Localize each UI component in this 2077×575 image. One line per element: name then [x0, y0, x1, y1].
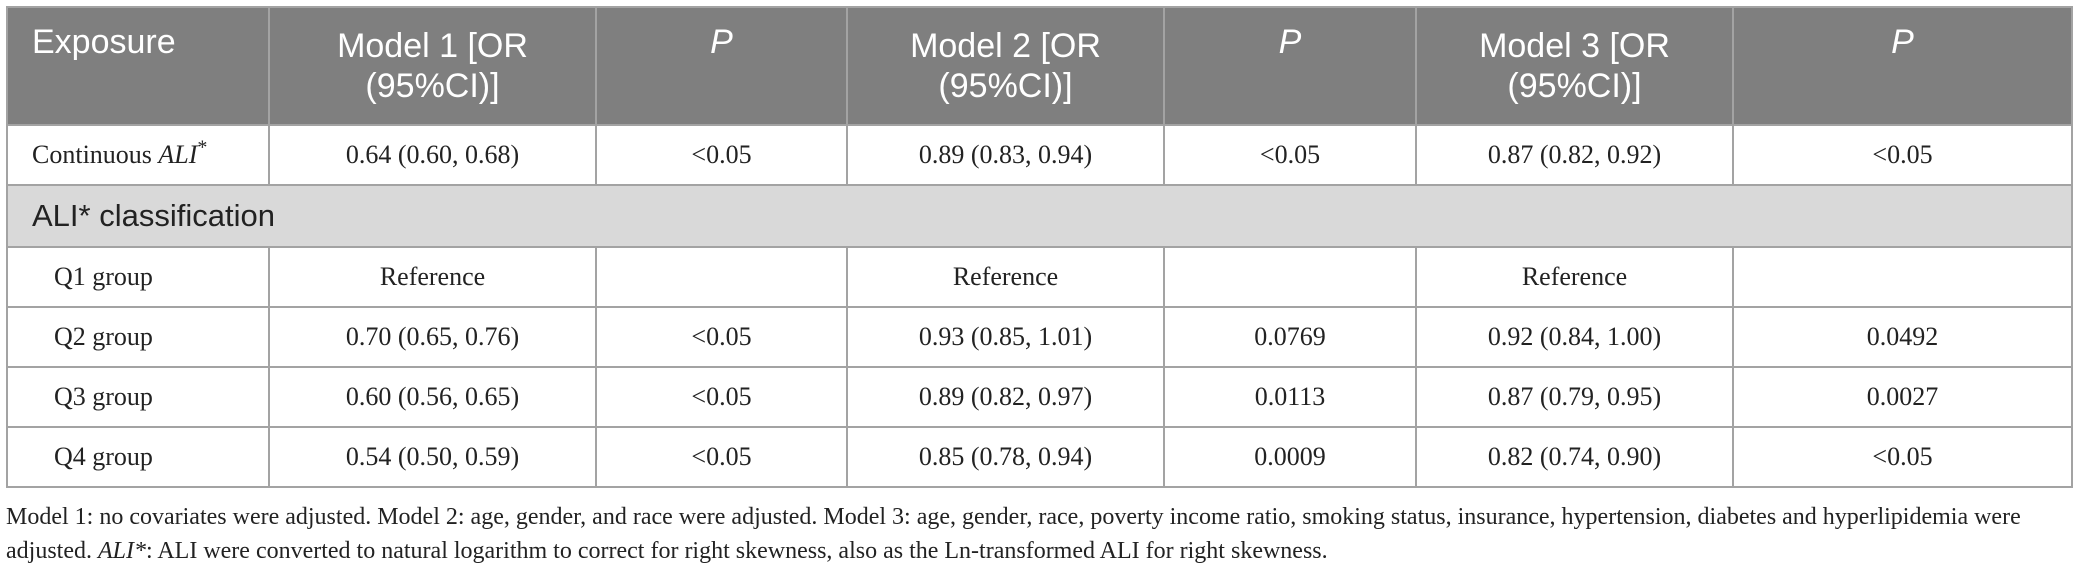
footnote-part2: : ALI were converted to natural logarith…: [145, 538, 1328, 564]
header-model3: Model 3 [OR (95%CI)]: [1415, 6, 1734, 126]
header-exposure: Exposure: [6, 6, 270, 126]
group-m2: 0.85 (0.78, 0.94): [846, 426, 1165, 488]
group-m3: 0.92 (0.84, 1.00): [1415, 306, 1734, 368]
results-table-container: Exposure Model 1 [OR (95%CI)] P Model 2 …: [6, 6, 2073, 568]
table-footnote: Model 1: no covariates were adjusted. Mo…: [6, 500, 2071, 568]
continuous-m3: 0.87 (0.82, 0.92): [1415, 124, 1734, 186]
group-p3: <0.05: [1732, 426, 2073, 488]
header-p1: P: [595, 6, 848, 126]
odds-ratio-table: Exposure Model 1 [OR (95%CI)] P Model 2 …: [6, 6, 2073, 488]
header-p2: P: [1163, 6, 1417, 126]
group-m1: 0.54 (0.50, 0.59): [268, 426, 597, 488]
group-p3: 0.0027: [1732, 366, 2073, 428]
continuous-row: Continuous ALI* 0.64 (0.60, 0.68) <0.05 …: [6, 124, 2073, 186]
header-p3: P: [1732, 6, 2073, 126]
footnote-part1: Model 1: no covariates were adjusted. Mo…: [6, 504, 2021, 564]
group-m2: Reference: [846, 246, 1165, 308]
group-p1: <0.05: [595, 426, 848, 488]
continuous-p3: <0.05: [1732, 124, 2073, 186]
continuous-p1: <0.05: [595, 124, 848, 186]
group-label: Q1 group: [6, 246, 270, 308]
group-label: Q3 group: [6, 366, 270, 428]
table-row: Q3 group 0.60 (0.56, 0.65) <0.05 0.89 (0…: [6, 366, 2073, 428]
group-m1: 0.70 (0.65, 0.76): [268, 306, 597, 368]
group-p2: [1163, 246, 1417, 308]
group-p2: 0.0113: [1163, 366, 1417, 428]
continuous-label-text: Continuous: [32, 140, 159, 169]
group-p1: [595, 246, 848, 308]
group-m1: Reference: [268, 246, 597, 308]
table-row: Q1 group Reference Reference Reference: [6, 246, 2073, 308]
group-p3: [1732, 246, 2073, 308]
table-row: Q2 group 0.70 (0.65, 0.76) <0.05 0.93 (0…: [6, 306, 2073, 368]
group-p1: <0.05: [595, 306, 848, 368]
continuous-m1: 0.64 (0.60, 0.68): [268, 124, 597, 186]
header-model2: Model 2 [OR (95%CI)]: [846, 6, 1165, 126]
continuous-label: Continuous ALI*: [6, 124, 270, 186]
group-m2: 0.93 (0.85, 1.01): [846, 306, 1165, 368]
continuous-m2: 0.89 (0.83, 0.94): [846, 124, 1165, 186]
group-label: Q4 group: [6, 426, 270, 488]
table-row: Q4 group 0.54 (0.50, 0.59) <0.05 0.85 (0…: [6, 426, 2073, 488]
group-m3: Reference: [1415, 246, 1734, 308]
group-p3: 0.0492: [1732, 306, 2073, 368]
group-m3: 0.82 (0.74, 0.90): [1415, 426, 1734, 488]
header-model1: Model 1 [OR (95%CI)]: [268, 6, 597, 126]
group-m3: 0.87 (0.79, 0.95): [1415, 366, 1734, 428]
continuous-p2: <0.05: [1163, 124, 1417, 186]
group-m1: 0.60 (0.56, 0.65): [268, 366, 597, 428]
group-label: Q2 group: [6, 306, 270, 368]
group-p1: <0.05: [595, 366, 848, 428]
section-row: ALI* classification: [6, 184, 2073, 248]
group-p2: 0.0769: [1163, 306, 1417, 368]
continuous-label-ali: ALI: [158, 140, 198, 169]
footnote-italic: ALI*: [97, 538, 146, 564]
section-label: ALI* classification: [6, 184, 2073, 248]
header-row: Exposure Model 1 [OR (95%CI)] P Model 2 …: [6, 6, 2073, 126]
continuous-label-sup: *: [197, 136, 208, 159]
group-m2: 0.89 (0.82, 0.97): [846, 366, 1165, 428]
group-p2: 0.0009: [1163, 426, 1417, 488]
